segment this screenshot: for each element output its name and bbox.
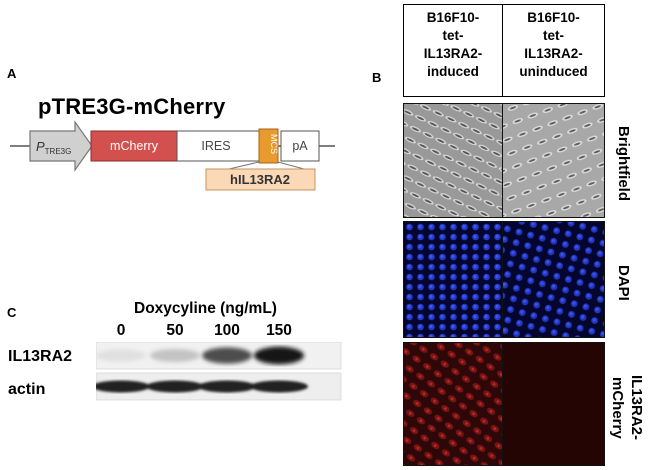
row-label-mcherry: IL13RA2- mCherry [606, 350, 646, 466]
insert-connector-left [228, 161, 260, 170]
blot-band [202, 347, 252, 364]
column-header-line: tet- [442, 28, 464, 43]
mcs-segment [258, 128, 279, 164]
promoter-label: PTRE3G [36, 139, 71, 156]
insert-connector-right [277, 161, 305, 170]
row-label-mcherry-text: IL13RA2- mCherry [608, 375, 646, 440]
column-header-line: B16F10- [527, 10, 580, 25]
micrograph-mcherry-uninduced [502, 342, 605, 466]
pa-segment [280, 130, 320, 162]
micrograph-brightfield-induced [403, 103, 503, 218]
ires-segment [176, 130, 260, 162]
column-header-line: induced [427, 64, 479, 79]
column-header-line: B16F10- [426, 10, 480, 25]
row-label-mcherry-line: mCherry [609, 377, 626, 439]
insert-box [205, 168, 316, 191]
micrograph-mcherry-induced [403, 342, 503, 466]
mcs-label: MCS [269, 134, 279, 154]
construct-title: pTRE3G-mCherry [38, 94, 226, 119]
column-header-induced: B16F10- tet- IL13RA2- induced [403, 4, 503, 97]
column-header-line: IL13RA2- [423, 46, 483, 61]
concentration-label: 0 [116, 322, 126, 339]
doxycycline-title: Doxycyline (ng/mL) [134, 300, 277, 317]
column-header-line: IL13RA2- [524, 46, 583, 61]
row-label-brightfield: Brightfield [615, 125, 632, 201]
blot-band [150, 348, 200, 363]
mcherry-segment [90, 130, 178, 162]
panel-c-label: C [7, 305, 17, 320]
western-blot [96, 342, 342, 401]
blot-band [146, 380, 204, 393]
micrograph-dapi-uninduced [502, 221, 605, 338]
concentration-label: 100 [214, 322, 240, 339]
blot-label-il13ra2: IL13RA2 [8, 348, 73, 365]
panel-b-label: B [372, 70, 382, 85]
blot-band [254, 346, 304, 365]
row-label-mcherry-line: IL13RA2- [628, 375, 645, 441]
plasmid-map: PTRE3G mCherry IRES MCS pA hIL13RA2 [10, 120, 335, 191]
blot-band [198, 380, 256, 393]
promoter-arrow [29, 120, 93, 172]
insert-label: hIL13RA2 [230, 172, 290, 187]
concentration-label: 50 [166, 322, 184, 339]
micrograph-dapi-induced [403, 221, 503, 338]
concentration-label: 150 [266, 322, 292, 339]
micrograph-brightfield-uninduced [502, 103, 605, 218]
blot-band [96, 380, 150, 393]
mcherry-label: mCherry [110, 139, 159, 153]
column-header-line: tet- [543, 28, 564, 43]
row-label-dapi: DAPI [615, 265, 632, 301]
column-header-uninduced: B16F10- tet- IL13RA2- uninduced [502, 4, 605, 97]
pa-label: pA [292, 139, 308, 153]
column-header-line: uninduced [519, 64, 588, 79]
blot-band [250, 380, 308, 393]
panel-a-label: A [7, 66, 17, 81]
blot-label-actin: actin [8, 381, 46, 398]
blot-band [96, 349, 146, 362]
ires-label: IRES [201, 139, 230, 153]
